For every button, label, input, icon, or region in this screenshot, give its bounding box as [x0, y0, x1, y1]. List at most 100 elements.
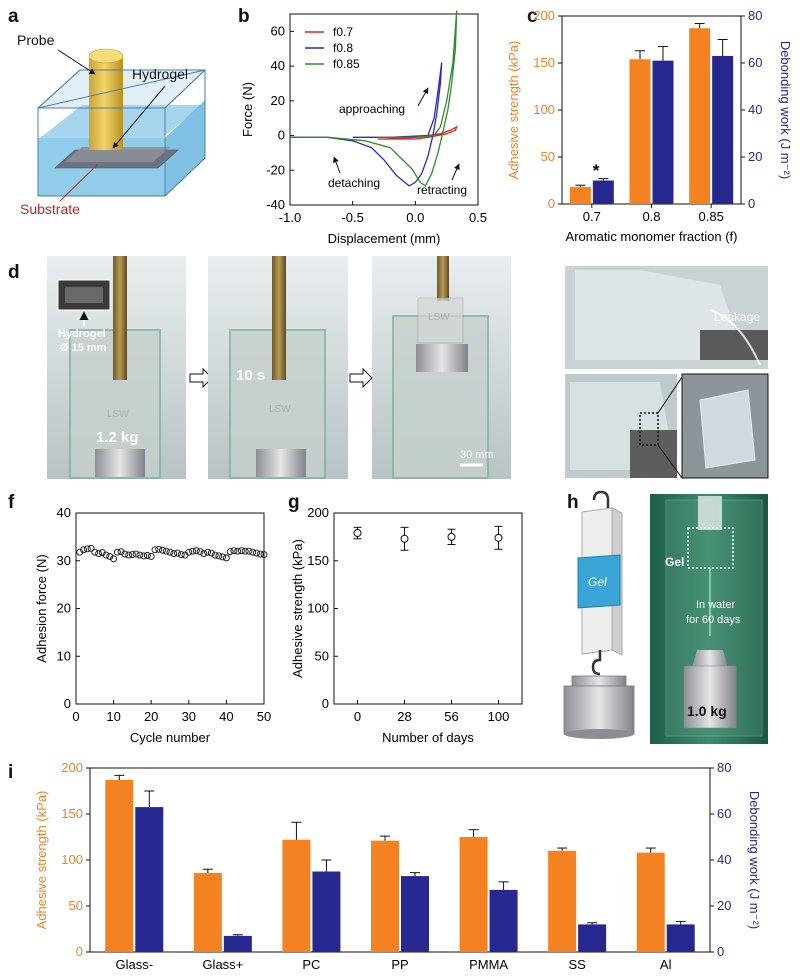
probe-top — [88, 48, 124, 64]
i-bar-strength — [459, 837, 488, 952]
label-hydrogel: Hydrogel — [132, 66, 188, 82]
b-legend-label: f0.7 — [333, 25, 353, 39]
i-bar-work — [666, 924, 695, 952]
b-y-tick-label: -20 — [266, 162, 285, 177]
f-point — [234, 547, 242, 555]
f-point — [95, 550, 103, 558]
chart-g-days-strength: 0 50 100 150 200 0 28 56 100 Number of days Adhesi… — [290, 505, 523, 745]
f-y-tick-label: 10 — [57, 648, 71, 663]
c-y2-tick-label: 0 — [748, 196, 755, 211]
f-y-tick-label: 30 — [57, 553, 71, 568]
b-frame — [289, 13, 479, 206]
d-logo-2: LSW — [269, 404, 291, 415]
panel-letter-d: d — [8, 262, 20, 283]
f-x-tick-label: 30 — [182, 709, 196, 724]
b-legend-label: f0.85 — [333, 57, 360, 71]
f-point — [110, 555, 118, 563]
b-x-tick-label: -1.0 — [279, 210, 301, 225]
f-point — [192, 547, 200, 555]
panel-e-photos: Leakage — [565, 266, 769, 479]
f-point — [189, 547, 197, 555]
i-bar-work — [578, 924, 607, 952]
h-weight-label: 1.0 kg — [687, 703, 727, 719]
c-bar-strength — [629, 59, 651, 204]
f-point — [106, 553, 114, 560]
f-y-tick-label: 40 — [57, 505, 71, 520]
f-point — [155, 545, 163, 553]
g-x-tick-label: 0 — [354, 709, 361, 724]
f-point — [102, 551, 110, 559]
f-point — [219, 553, 227, 561]
i-y2-tick-label: 20 — [717, 898, 731, 913]
c-bar-strength — [569, 187, 591, 204]
f-point — [237, 547, 245, 555]
g-x-label: Number of days — [382, 730, 474, 745]
b-annotation-retracting: retracting — [417, 183, 467, 197]
b-y-tick-label: 40 — [271, 58, 285, 73]
c-y2-label: Debonding work (J m⁻²) — [778, 41, 793, 179]
water-side — [165, 100, 205, 196]
hydrogel-layer — [65, 147, 170, 162]
i-y2-tick-label: 80 — [717, 760, 731, 775]
c-x-label: Aromatic monomer fraction (f) — [566, 229, 738, 244]
f-point — [132, 550, 140, 558]
h-schematic: Gel — [563, 490, 635, 739]
i-y-tick-label: 0 — [76, 944, 83, 959]
f-y-label: Adhesion force (N) — [34, 554, 49, 662]
g-y-tick-label: 100 — [307, 601, 329, 616]
chart-i-substrate-bars: 0 50 100 150 200 Adhesive strength (kPa) 0 20 40… — [34, 760, 762, 972]
panel-letter-a: a — [8, 6, 19, 27]
f-y-tick-label: 0 — [64, 696, 71, 711]
f-point — [170, 550, 178, 558]
panel-letter-i: i — [8, 762, 13, 783]
g-y-label: Adhesive strength (kPa) — [290, 539, 305, 678]
c-x-tick-label: 0.8 — [642, 209, 660, 224]
i-x-tick-label: Glass- — [116, 957, 154, 972]
i-y2-label: Debonding work (J m⁻²) — [747, 791, 762, 929]
f-point — [140, 552, 148, 560]
f-point — [121, 550, 129, 558]
f-point — [185, 548, 193, 556]
i-bar-work — [312, 871, 341, 952]
d-logo-1: LSW — [107, 409, 129, 420]
f-point — [174, 549, 181, 557]
c-y2-tick-label: 60 — [748, 55, 762, 70]
f-x-tick-label: 20 — [144, 709, 158, 724]
chart-b-force-displacement: -1.0 -0.5 0.0 0.5 Displacement (mm) -40 -20 0 20… — [240, 10, 487, 246]
i-y-tick-label: 50 — [69, 898, 83, 913]
i-bar-strength — [193, 872, 222, 952]
f-x-tick-label: 0 — [72, 709, 79, 724]
c-y-tick-label: 200 — [533, 8, 555, 23]
tank-outline — [37, 69, 207, 197]
f-point — [204, 548, 212, 556]
h-water-line2: for 60 days — [686, 614, 741, 626]
c-y2-tick-label: 80 — [748, 8, 762, 23]
d-time-label: 10 s — [236, 367, 265, 384]
g-frame — [333, 512, 523, 705]
b-legend-label: f0.8 — [333, 41, 353, 55]
f-point — [76, 548, 84, 556]
c-x-tick-label: 0.7 — [583, 209, 601, 224]
f-x-label: Cycle number — [130, 730, 211, 745]
i-bar-strength — [105, 779, 134, 952]
f-point — [249, 548, 257, 556]
f-point — [207, 549, 215, 557]
b-annotation-approaching: approaching — [339, 102, 405, 116]
g-y-tick-label: 150 — [307, 553, 329, 568]
c-y-tick-label: 100 — [533, 102, 555, 117]
i-bar-strength — [636, 852, 665, 952]
b-series-line-f0.85 — [290, 10, 458, 187]
i-bar-work — [135, 807, 164, 952]
i-y-tick-label: 200 — [61, 760, 83, 775]
h-gel-label: Gel — [665, 555, 684, 569]
b-x-tick-label: 0.0 — [406, 210, 424, 225]
i-x-tick-label: Glass+ — [202, 957, 243, 972]
i-y-tick-label: 100 — [61, 852, 83, 867]
d-inset-dimension: Ø 15 mm — [60, 342, 107, 354]
e-leakage-label: Leakage — [714, 310, 760, 324]
b-y-tick-label: 20 — [271, 93, 285, 108]
f-point — [166, 548, 174, 556]
i-x-tick-label: PP — [391, 957, 408, 972]
panel-letter-g: g — [288, 492, 300, 513]
